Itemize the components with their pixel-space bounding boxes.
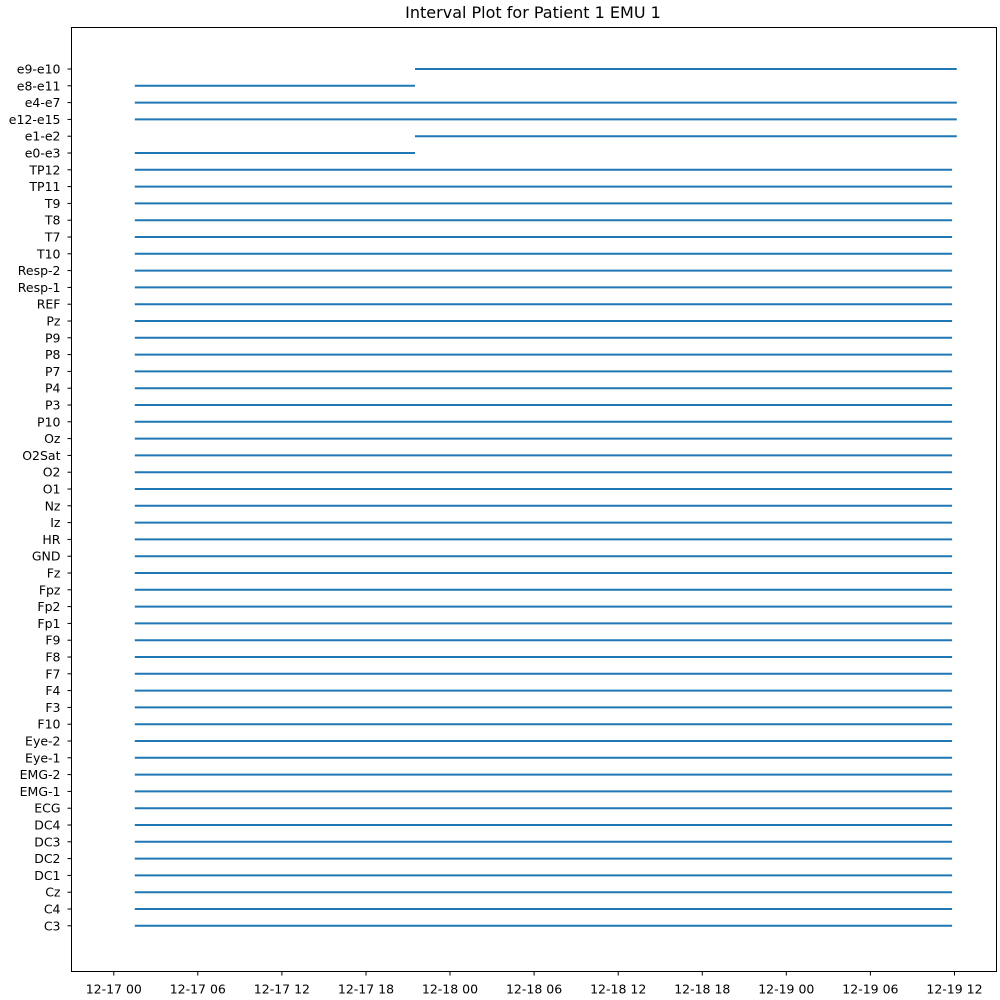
x-tick-label: 12-19 12 xyxy=(926,982,982,997)
y-tick-label: F7 xyxy=(45,666,60,681)
y-tick-label: Oz xyxy=(44,431,61,446)
x-tick-label: 12-18 18 xyxy=(674,982,730,997)
y-tick-label: e1-e2 xyxy=(25,129,61,144)
x-tick-label: 12-17 12 xyxy=(254,982,310,997)
y-tick-label: e4-e7 xyxy=(25,95,61,110)
y-tick-label: Fz xyxy=(47,566,61,581)
y-tick-label: F8 xyxy=(45,650,60,665)
y-tick-label: e12-e15 xyxy=(9,112,61,127)
y-tick-label: Nz xyxy=(45,498,61,513)
y-tick-label: T7 xyxy=(44,230,61,245)
y-tick-label: REF xyxy=(37,297,61,312)
x-tick-label: 12-19 06 xyxy=(842,982,898,997)
y-tick-label: DC4 xyxy=(34,818,60,833)
y-tick-label: F3 xyxy=(45,700,60,715)
y-tick-label: C3 xyxy=(44,918,61,933)
y-tick-label: T9 xyxy=(44,196,61,211)
y-tick-label: Pz xyxy=(46,314,61,329)
y-tick-label: Fpz xyxy=(39,582,61,597)
y-tick-label: DC2 xyxy=(34,851,60,866)
y-tick-label: P9 xyxy=(45,330,61,345)
y-tick-label: T8 xyxy=(44,213,61,228)
y-tick-label: P3 xyxy=(45,398,61,413)
y-tick-label: TP11 xyxy=(28,179,60,194)
y-tick-label: F10 xyxy=(37,717,60,732)
x-axis: 12-17 00 12-17 06 12-17 12 12-17 18 12-18 00… xyxy=(86,971,983,997)
y-tick-label: P8 xyxy=(45,347,61,362)
y-tick-label: e9-e10 xyxy=(17,62,61,77)
y-tick-label: Cz xyxy=(45,885,61,900)
x-tick-label: 12-18 00 xyxy=(422,982,478,997)
y-tick-label: e8-e11 xyxy=(17,78,61,93)
y-tick-label: Resp-1 xyxy=(18,280,61,295)
y-tick-label: P10 xyxy=(37,414,60,429)
y-tick-label: Fp1 xyxy=(37,616,60,631)
y-tick-label: P4 xyxy=(45,381,61,396)
y-tick-label: EMG-2 xyxy=(20,767,61,782)
x-tick-label: 12-18 06 xyxy=(506,982,562,997)
y-tick-label: DC3 xyxy=(34,834,60,849)
x-tick-label: 12-17 18 xyxy=(338,982,394,997)
y-tick-label: C4 xyxy=(44,902,61,917)
y-tick-label: ECG xyxy=(34,801,60,816)
y-tick-label: T10 xyxy=(36,246,61,261)
y-tick-label: GND xyxy=(32,549,61,564)
y-tick-label: Eye-2 xyxy=(25,734,60,749)
y-tick-label: TP12 xyxy=(28,162,60,177)
x-tick-label: 12-19 00 xyxy=(758,982,814,997)
y-tick-label: F4 xyxy=(45,683,60,698)
y-tick-label: Resp-2 xyxy=(18,263,61,278)
y-tick-label: O2Sat xyxy=(22,448,60,463)
x-tick-label: 12-17 06 xyxy=(170,982,226,997)
y-tick-label: e0-e3 xyxy=(25,146,61,161)
chart-title: Interval Plot for Patient 1 EMU 1 xyxy=(405,3,661,22)
y-tick-label: EMG-1 xyxy=(20,784,61,799)
y-tick-label: P7 xyxy=(45,364,61,379)
y-tick-label: HR xyxy=(42,532,60,547)
y-tick-label: Fp2 xyxy=(37,599,60,614)
y-tick-label: DC1 xyxy=(34,868,60,883)
y-tick-label: O2 xyxy=(43,465,61,480)
y-tick-label: Eye-1 xyxy=(25,750,60,765)
y-tick-label: Iz xyxy=(50,515,61,530)
x-tick-label: 12-17 00 xyxy=(86,982,142,997)
interval-lines xyxy=(134,68,957,927)
y-tick-label: F9 xyxy=(45,633,60,648)
x-tick-label: 12-18 12 xyxy=(590,982,646,997)
y-tick-label: O1 xyxy=(43,482,61,497)
